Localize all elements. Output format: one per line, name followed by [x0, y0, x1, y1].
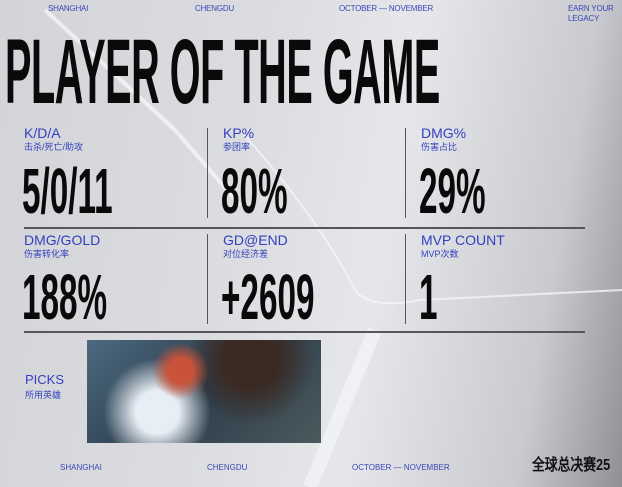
column-divider [405, 234, 406, 324]
footer-city-chengdu: CHENGDU [207, 463, 248, 472]
stat-label-kp: KP% [223, 125, 255, 141]
stat-label-dmg: DMG% [421, 125, 467, 141]
stat-sub-dmg: 伤害占比 [421, 142, 458, 152]
picks-sub: 所用英雄 [25, 390, 62, 400]
stat-label-mvp: MVP COUNT [421, 232, 505, 248]
page-title: PLAYER OF THE GAME [5, 21, 440, 123]
header-dates: OCTOBER — NOVEMBER [339, 4, 434, 13]
footer-city-shanghai: SHANGHAI [60, 463, 102, 472]
column-divider [207, 128, 208, 218]
stat-value-dmg-gold: 188% [22, 261, 108, 333]
stat-label-dmg-gold: DMG/GOLD [24, 232, 101, 248]
worlds-logo: 全球总决赛25 [532, 457, 611, 474]
header-city-shanghai: SHANGHAI [48, 4, 89, 13]
stat-value-gd-end: +2609 [221, 261, 315, 333]
stat-value-mvp: 1 [419, 261, 438, 333]
stat-value-kp: 80% [221, 155, 288, 227]
stat-sub-mvp: MVP次数 [421, 249, 459, 259]
stat-value-dmg: 29% [419, 155, 486, 227]
header-slogan-line1: EARN YOUR [568, 4, 614, 13]
stat-label-gd-end: GD@END [223, 232, 288, 248]
row-divider [24, 227, 585, 229]
stat-sub-kda: 击杀/死亡/助攻 [24, 142, 84, 152]
column-divider [207, 234, 208, 324]
header-city-chengdu: CHENGDU [195, 4, 235, 13]
header-slogan-line2: LEGACY [568, 14, 600, 23]
row-divider [24, 331, 585, 333]
stat-sub-dmg-gold: 伤害转化率 [24, 249, 70, 259]
footer-dates: OCTOBER — NOVEMBER [352, 463, 450, 472]
champion-pick-image [87, 340, 321, 443]
stat-sub-kp: 参团率 [223, 142, 251, 152]
stat-label-kda: K/D/A [24, 125, 61, 141]
column-divider [405, 128, 406, 218]
picks-label: PICKS [25, 372, 65, 387]
stat-sub-gd-end: 对位经济差 [223, 249, 269, 259]
stat-value-kda: 5/0/11 [22, 155, 113, 227]
